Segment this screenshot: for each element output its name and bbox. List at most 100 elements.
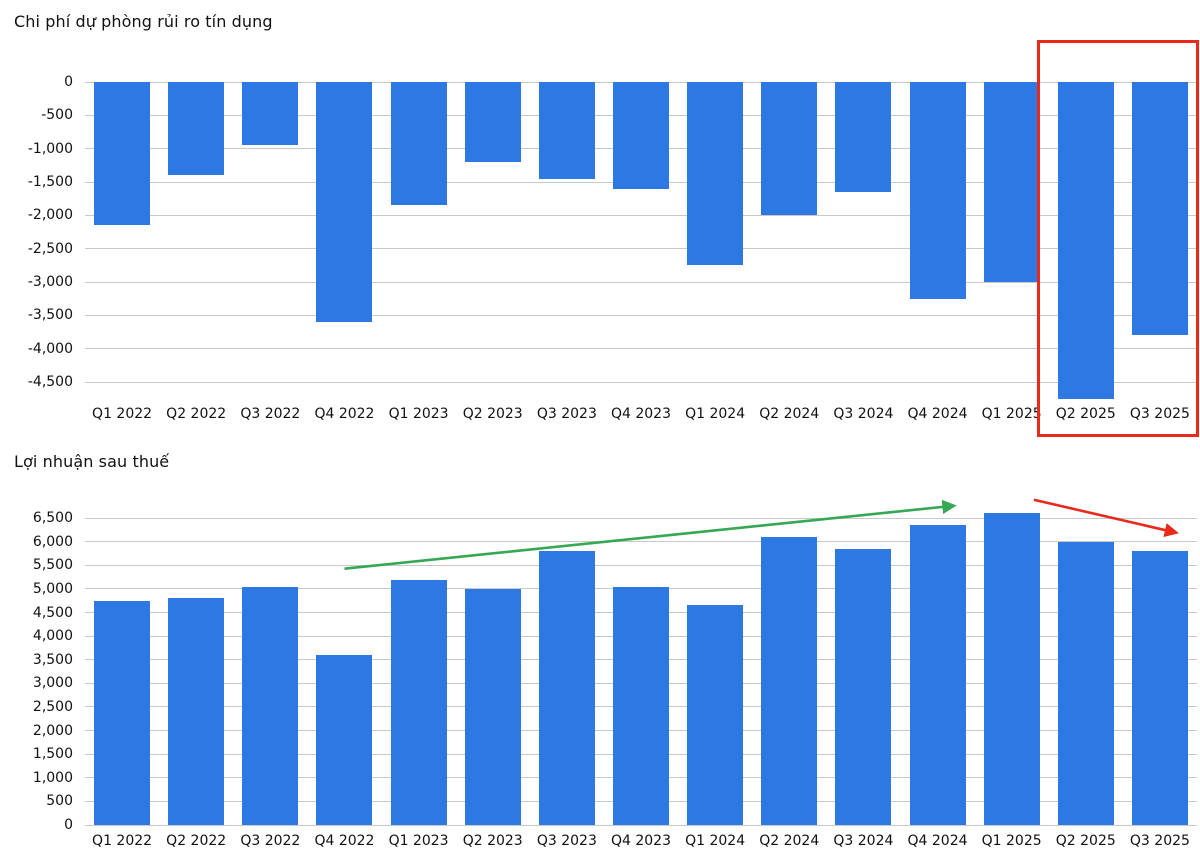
y-axis-tick-label: 6,000 xyxy=(32,533,73,550)
y-axis-tick-label: -3,500 xyxy=(27,307,73,324)
bar-q3-2025 xyxy=(1131,82,1188,336)
x-axis-label: Q2 2024 xyxy=(759,833,820,849)
x-axis-label: Q1 2023 xyxy=(388,406,449,422)
gridline xyxy=(85,348,1197,350)
x-axis-label: Q2 2024 xyxy=(759,406,820,422)
profit-chart-title: Lợi nhuận sau thuế xyxy=(14,452,170,471)
y-axis-tick-label: 4,500 xyxy=(32,604,73,621)
y-axis-tick-label: 4,000 xyxy=(32,628,73,645)
y-axis-tick-label: 0 xyxy=(64,74,73,90)
gridline xyxy=(85,517,1197,519)
y-axis-tick-label: 2,500 xyxy=(32,698,73,715)
bar-q3-2022 xyxy=(242,586,299,825)
bar-q1-2025 xyxy=(983,82,1040,282)
y-axis-tick-label: 5,500 xyxy=(32,557,73,574)
bar-q2-2022 xyxy=(168,598,225,825)
x-axis-label: Q2 2023 xyxy=(462,833,523,849)
x-axis-label: Q3 2022 xyxy=(240,833,301,849)
x-axis-label: Q4 2022 xyxy=(314,833,375,849)
y-axis-tick-label: 6,500 xyxy=(32,510,73,527)
x-axis-label: Q4 2023 xyxy=(610,833,671,849)
bar-q3-2023 xyxy=(538,82,595,179)
downtrend-arrow xyxy=(1033,498,1179,538)
bar-q2-2025 xyxy=(1057,82,1114,399)
x-axis-label: Q4 2023 xyxy=(610,406,671,422)
profit-after-tax-chart: Lợi nhuận sau thuế 0 500 1,000 1,500 2,000 2,… xyxy=(0,440,1200,864)
x-axis-label: Q3 2024 xyxy=(833,406,894,422)
x-axis-label: Q3 2024 xyxy=(833,833,894,849)
x-axis-label: Q1 2024 xyxy=(685,406,746,422)
bar-q3-2023 xyxy=(538,551,595,825)
y-axis-tick-label: -2,000 xyxy=(27,207,73,224)
gridline xyxy=(85,248,1197,250)
bar-q4-2023 xyxy=(613,586,669,825)
gridline xyxy=(85,564,1197,566)
y-axis-tick-label: 0 xyxy=(64,817,73,833)
y-axis-tick-label: -4,000 xyxy=(27,340,73,357)
bar-q3-2024 xyxy=(835,548,892,825)
y-axis-tick-label: 3,000 xyxy=(32,675,73,692)
y-axis-tick-label: 1,500 xyxy=(32,746,73,763)
bar-q1-2025 xyxy=(983,513,1040,825)
x-axis-label: Q2 2022 xyxy=(166,406,227,422)
highlight-box xyxy=(1036,40,1199,437)
y-axis-tick-label: -1,000 xyxy=(27,140,73,157)
bar-q3-2022 xyxy=(242,82,299,146)
bar-q4-2023 xyxy=(613,82,669,189)
y-axis-tick-label: -4,500 xyxy=(27,374,73,390)
bar-q2-2023 xyxy=(464,82,521,162)
gridline xyxy=(85,214,1197,216)
bar-q2-2024 xyxy=(761,82,818,216)
x-axis-label: Q2 2025 xyxy=(1055,833,1116,849)
bar-q2-2023 xyxy=(464,588,521,825)
x-axis-label: Q1 2024 xyxy=(685,833,746,849)
bar-q1-2024 xyxy=(687,82,744,266)
y-axis-tick-label: 500 xyxy=(46,793,73,810)
bar-q1-2022 xyxy=(94,82,151,226)
annotation-layer xyxy=(344,498,1179,570)
y-axis-tick-label: -1,500 xyxy=(27,174,73,190)
y-axis-tick-label: -3,000 xyxy=(27,274,73,290)
bar-q4-2024 xyxy=(909,525,966,825)
bar-q4-2024 xyxy=(909,82,966,299)
x-axis-label: Q2 2022 xyxy=(166,833,227,849)
x-axis-label: Q1 2022 xyxy=(92,406,153,422)
y-axis-tick-label: 3,500 xyxy=(32,651,73,668)
bar-q2-2022 xyxy=(168,82,225,176)
provision-chart-title: Chi phí dự phòng rủi ro tín dụng xyxy=(14,12,273,31)
gridline xyxy=(85,281,1197,283)
x-axis-label: Q3 2023 xyxy=(536,833,597,849)
bar-q3-2024 xyxy=(835,82,892,192)
x-axis-label: Q1 2025 xyxy=(981,406,1042,422)
bar-q1-2022 xyxy=(94,600,151,825)
bar-q3-2025 xyxy=(1131,551,1188,825)
x-axis-label: Q3 2025 xyxy=(1129,833,1190,849)
y-axis-tick-label: 2,000 xyxy=(32,722,73,739)
uptrend-arrow xyxy=(344,499,957,570)
x-axis-label: Q3 2025 xyxy=(1129,406,1190,422)
gridline xyxy=(85,541,1197,543)
x-axis-label: Q4 2024 xyxy=(907,406,968,422)
x-axis-label: Q1 2025 xyxy=(981,833,1042,849)
x-axis-label: Q4 2024 xyxy=(907,833,968,849)
bar-q1-2023 xyxy=(390,82,447,206)
bar-q1-2024 xyxy=(687,605,744,825)
x-axis-label: Q3 2023 xyxy=(536,406,597,422)
y-axis-tick-label: 5,000 xyxy=(32,580,73,597)
x-axis-label: Q4 2022 xyxy=(314,406,375,422)
bar-q2-2024 xyxy=(761,537,818,825)
gridline xyxy=(85,314,1197,316)
x-axis-label: Q2 2023 xyxy=(462,406,523,422)
gridline xyxy=(85,381,1197,383)
y-axis-tick-label: -500 xyxy=(41,107,73,124)
x-axis-label: Q1 2023 xyxy=(388,833,449,849)
provision-expense-chart: Chi phí dự phòng rủi ro tín dụng 0 -500 -1… xyxy=(14,12,1199,437)
bar-q1-2023 xyxy=(390,579,447,825)
bar-q4-2022 xyxy=(316,82,373,322)
bar-q2-2025 xyxy=(1057,541,1114,825)
gridline xyxy=(85,824,1197,826)
bar-q4-2022 xyxy=(316,655,373,825)
x-axis-label: Q2 2025 xyxy=(1055,406,1116,422)
x-axis-label: Q3 2022 xyxy=(240,406,301,422)
